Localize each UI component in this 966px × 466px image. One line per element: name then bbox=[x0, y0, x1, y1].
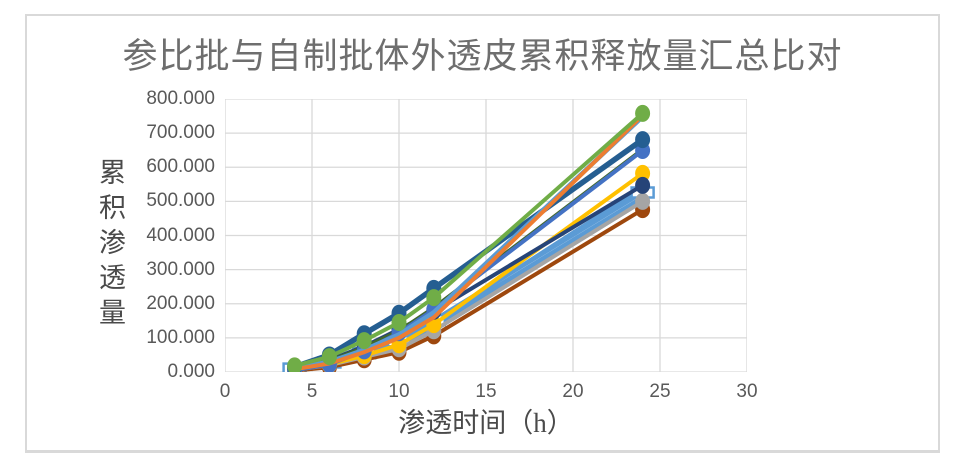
series-line-dark-steel-blue-circle bbox=[291, 136, 646, 370]
y-axis-title: 累积渗透量 bbox=[95, 158, 125, 333]
x-tick-label: 15 bbox=[475, 381, 497, 402]
marker-circle-green-circle bbox=[321, 348, 337, 366]
marker-circle-gray-circle bbox=[635, 192, 651, 210]
series-line-yellow-circle bbox=[292, 171, 645, 372]
x-tick-label: 30 bbox=[736, 381, 758, 402]
chart-title: 参比批与自制批体外透皮累积释放量汇总比对 bbox=[122, 37, 843, 76]
chart-container: 参比批与自制批体外透皮累积释放量汇总比对 累积渗透量 渗透时间（h） 800.0… bbox=[25, 14, 940, 453]
y-tick-label: 100.000 bbox=[146, 326, 215, 348]
marker-circle-navy-circle bbox=[635, 176, 651, 194]
x-tick-label: 5 bbox=[306, 381, 318, 402]
y-tick-label: 500.000 bbox=[146, 190, 215, 212]
marker-circle-yellow-circle bbox=[635, 164, 651, 182]
x-tick-label: 0 bbox=[219, 381, 231, 402]
y-tick-label: 800.000 bbox=[146, 88, 215, 109]
x-tick-label: 25 bbox=[649, 381, 671, 402]
y-tick-label: 700.000 bbox=[146, 122, 215, 144]
x-tick-label: 20 bbox=[562, 381, 584, 402]
x-axis-title: 渗透时间（h） bbox=[398, 408, 574, 438]
series-line-orange-line bbox=[292, 113, 645, 372]
marker-circle-green-circle bbox=[426, 289, 442, 307]
y-tick-label: 200.000 bbox=[146, 292, 215, 314]
marker-circle-dark-steel-blue-circle bbox=[635, 131, 651, 149]
y-tick-label: 400.000 bbox=[146, 224, 215, 246]
x-tick-label: 10 bbox=[388, 381, 410, 402]
marker-circle-green-circle bbox=[635, 104, 651, 122]
plot-area bbox=[225, 99, 747, 372]
series-line-dark-green-line bbox=[292, 147, 645, 371]
marker-circle-green-circle bbox=[287, 357, 303, 372]
marker-circle-green-circle bbox=[391, 314, 407, 332]
y-tick-label: 300.000 bbox=[146, 258, 215, 280]
y-tick-label: 600.000 bbox=[146, 156, 215, 178]
marker-circle-green-circle bbox=[356, 332, 372, 350]
y-tick-label: 0.000 bbox=[167, 361, 215, 382]
